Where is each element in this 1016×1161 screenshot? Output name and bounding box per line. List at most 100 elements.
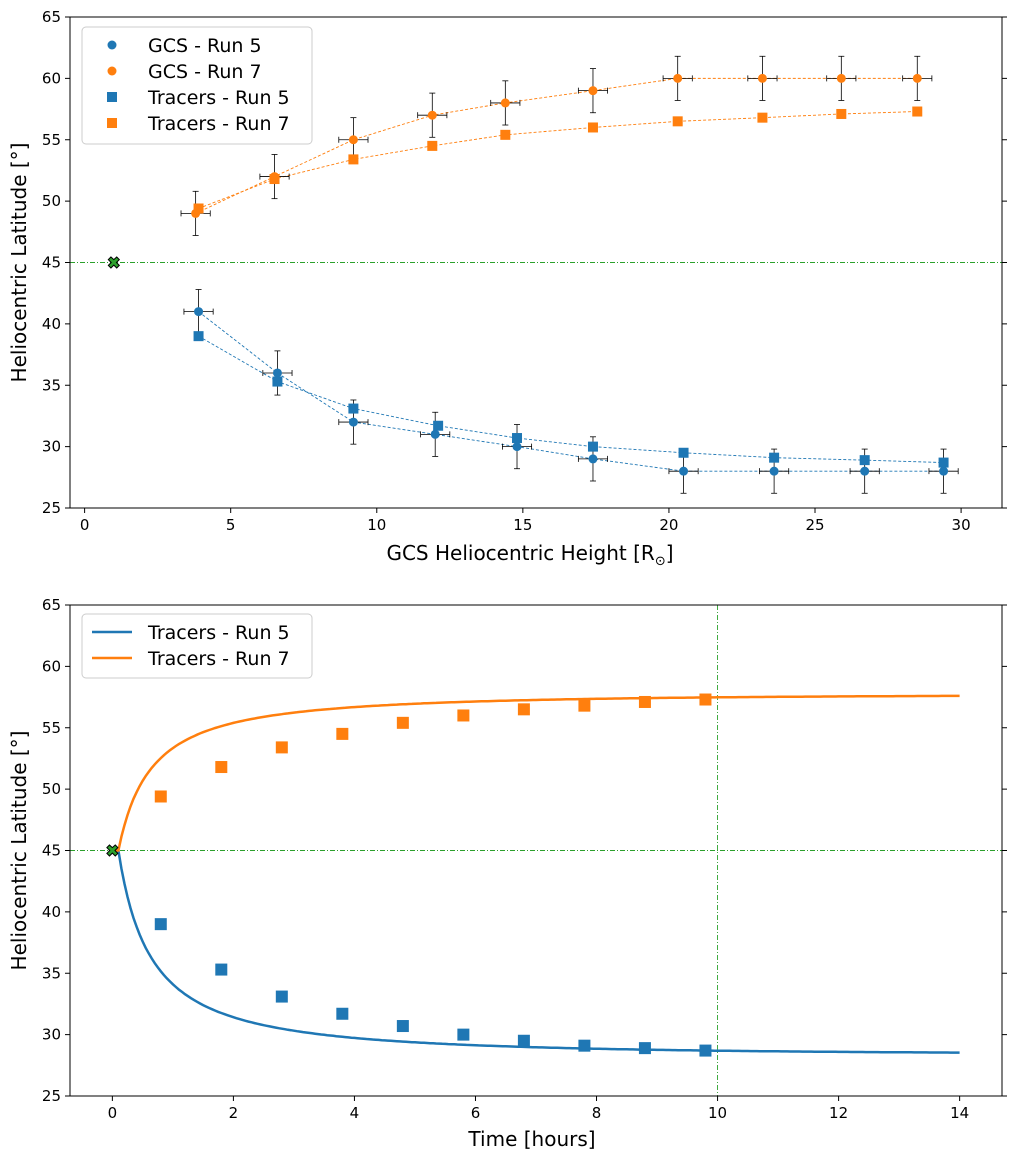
x-tick-label: 25	[805, 516, 824, 534]
legend-label: GCS - Run 7	[148, 61, 262, 83]
tracer-marker	[699, 693, 712, 706]
y-tick-label: 65	[42, 596, 61, 614]
y-tick-label: 60	[42, 657, 61, 675]
gcs-data-point	[673, 73, 683, 83]
tracer-marker	[396, 716, 409, 729]
series-connector-line	[195, 77, 918, 214]
gcs-data-point	[272, 368, 282, 378]
gcs-data-point	[860, 466, 870, 476]
gcs-data-point	[769, 466, 779, 476]
tracer-data-point	[938, 457, 949, 468]
legend-marker-circle	[107, 66, 117, 76]
y-tick-label: 25	[42, 1087, 61, 1105]
x-tick-label: 10	[367, 516, 386, 534]
tracer-data-point	[757, 112, 768, 123]
x-tick-label: 15	[513, 516, 532, 534]
series-curve	[112, 849, 960, 1054]
y-tick-label: 30	[42, 1026, 61, 1044]
series-connector-line	[198, 111, 918, 209]
x-tick-label: 0	[80, 516, 90, 534]
gcs-data-point	[427, 110, 437, 120]
y-tick-label: 65	[42, 8, 61, 26]
legend: GCS - Run 5 GCS - Run 7 Tracers - Run 5 Tra…	[81, 26, 313, 145]
start-point-marker	[107, 256, 121, 269]
tracer-data-point	[769, 452, 780, 463]
x-axis-label: GCS Heliocentric Height [R⊙]	[386, 541, 673, 569]
tracer-data-point	[678, 447, 689, 458]
y-tick-label: 55	[42, 719, 61, 737]
gcs-data-point	[512, 442, 522, 452]
tracer-data-point	[587, 441, 598, 452]
tracer-marker	[215, 963, 228, 976]
tracer-data-point	[433, 420, 444, 431]
series-curve	[112, 694, 960, 852]
y-tick-label: 40	[42, 315, 61, 333]
x-tick-label: 4	[350, 1104, 360, 1122]
y-tick-label: 50	[42, 192, 61, 210]
series-connector-line	[198, 311, 944, 472]
gcs-data-point	[836, 73, 846, 83]
tracer-marker	[638, 695, 651, 708]
x-tick-label: 12	[829, 1104, 848, 1122]
legend-box	[81, 26, 313, 145]
gcs-data-point	[588, 454, 598, 464]
series-connector-line	[198, 335, 944, 464]
x-axis-label-subscript: ⊙	[655, 554, 666, 569]
x-tick-label: 20	[659, 516, 678, 534]
gcs-data-point	[912, 73, 922, 83]
x-tick-label: 6	[471, 1104, 481, 1122]
tracer-marker	[154, 918, 167, 931]
bottom-chart-panel: 0 2 4 6 8 10 12 14 25 30 35 40 45 50 55 60 65 Heliocentri…	[7, 596, 1007, 1151]
x-axis-label-main: GCS Heliocentric Height [R	[386, 541, 654, 565]
tracer-data-point	[272, 376, 283, 387]
x-tick-label: 0	[108, 1104, 118, 1122]
y-tick-label: 60	[42, 69, 61, 87]
legend-marker-circle	[107, 40, 117, 50]
tracer-data-point	[836, 108, 847, 119]
y-tick-label: 55	[42, 131, 61, 149]
gcs-data-point	[588, 86, 598, 96]
x-tick-label: 5	[226, 516, 236, 534]
tracer-marker	[699, 1044, 712, 1057]
gcs-data-point	[679, 466, 689, 476]
tracer-data-point	[348, 154, 359, 165]
tracer-marker	[154, 790, 167, 803]
tracer-data-point	[427, 140, 438, 151]
tracer-marker	[215, 761, 228, 774]
tracer-marker	[517, 1034, 530, 1047]
tracer-marker	[275, 741, 288, 754]
x-tick-label: 2	[229, 1104, 239, 1122]
x-tick-label: 10	[708, 1104, 727, 1122]
y-tick-label: 40	[42, 903, 61, 921]
legend-label: Tracers - Run 7	[147, 648, 290, 670]
tracer-data-point	[348, 403, 359, 414]
legend-box	[81, 613, 313, 679]
x-tick-label: 14	[950, 1104, 969, 1122]
tracer-marker	[517, 703, 530, 716]
legend-label: Tracers - Run 5	[147, 622, 290, 644]
legend-label: Tracers - Run 5	[147, 87, 290, 109]
tracer-marker	[336, 1007, 349, 1020]
gcs-data-point	[194, 307, 204, 317]
x-axis-label: Time [hours]	[467, 1127, 595, 1151]
legend-marker-square	[107, 92, 117, 102]
y-tick-label: 50	[42, 780, 61, 798]
legend-label: Tracers - Run 7	[147, 113, 290, 135]
x-axis-label-end: ]	[666, 541, 674, 565]
tracer-marker	[336, 727, 349, 740]
gcs-data-point	[939, 466, 949, 476]
tracer-marker	[396, 1020, 409, 1033]
start-point-marker	[106, 844, 119, 857]
tracer-marker	[578, 1039, 591, 1052]
y-tick-label: 35	[42, 964, 61, 982]
x-tick-label: 30	[952, 516, 971, 534]
tracer-data-point	[193, 203, 204, 214]
y-tick-label: 45	[42, 254, 61, 272]
tracer-marker	[457, 1028, 470, 1041]
tracer-data-point	[512, 433, 523, 444]
tracer-data-point	[587, 122, 598, 133]
gcs-data-point	[430, 429, 440, 439]
tracer-data-point	[193, 331, 204, 342]
tracer-data-point	[912, 106, 923, 117]
